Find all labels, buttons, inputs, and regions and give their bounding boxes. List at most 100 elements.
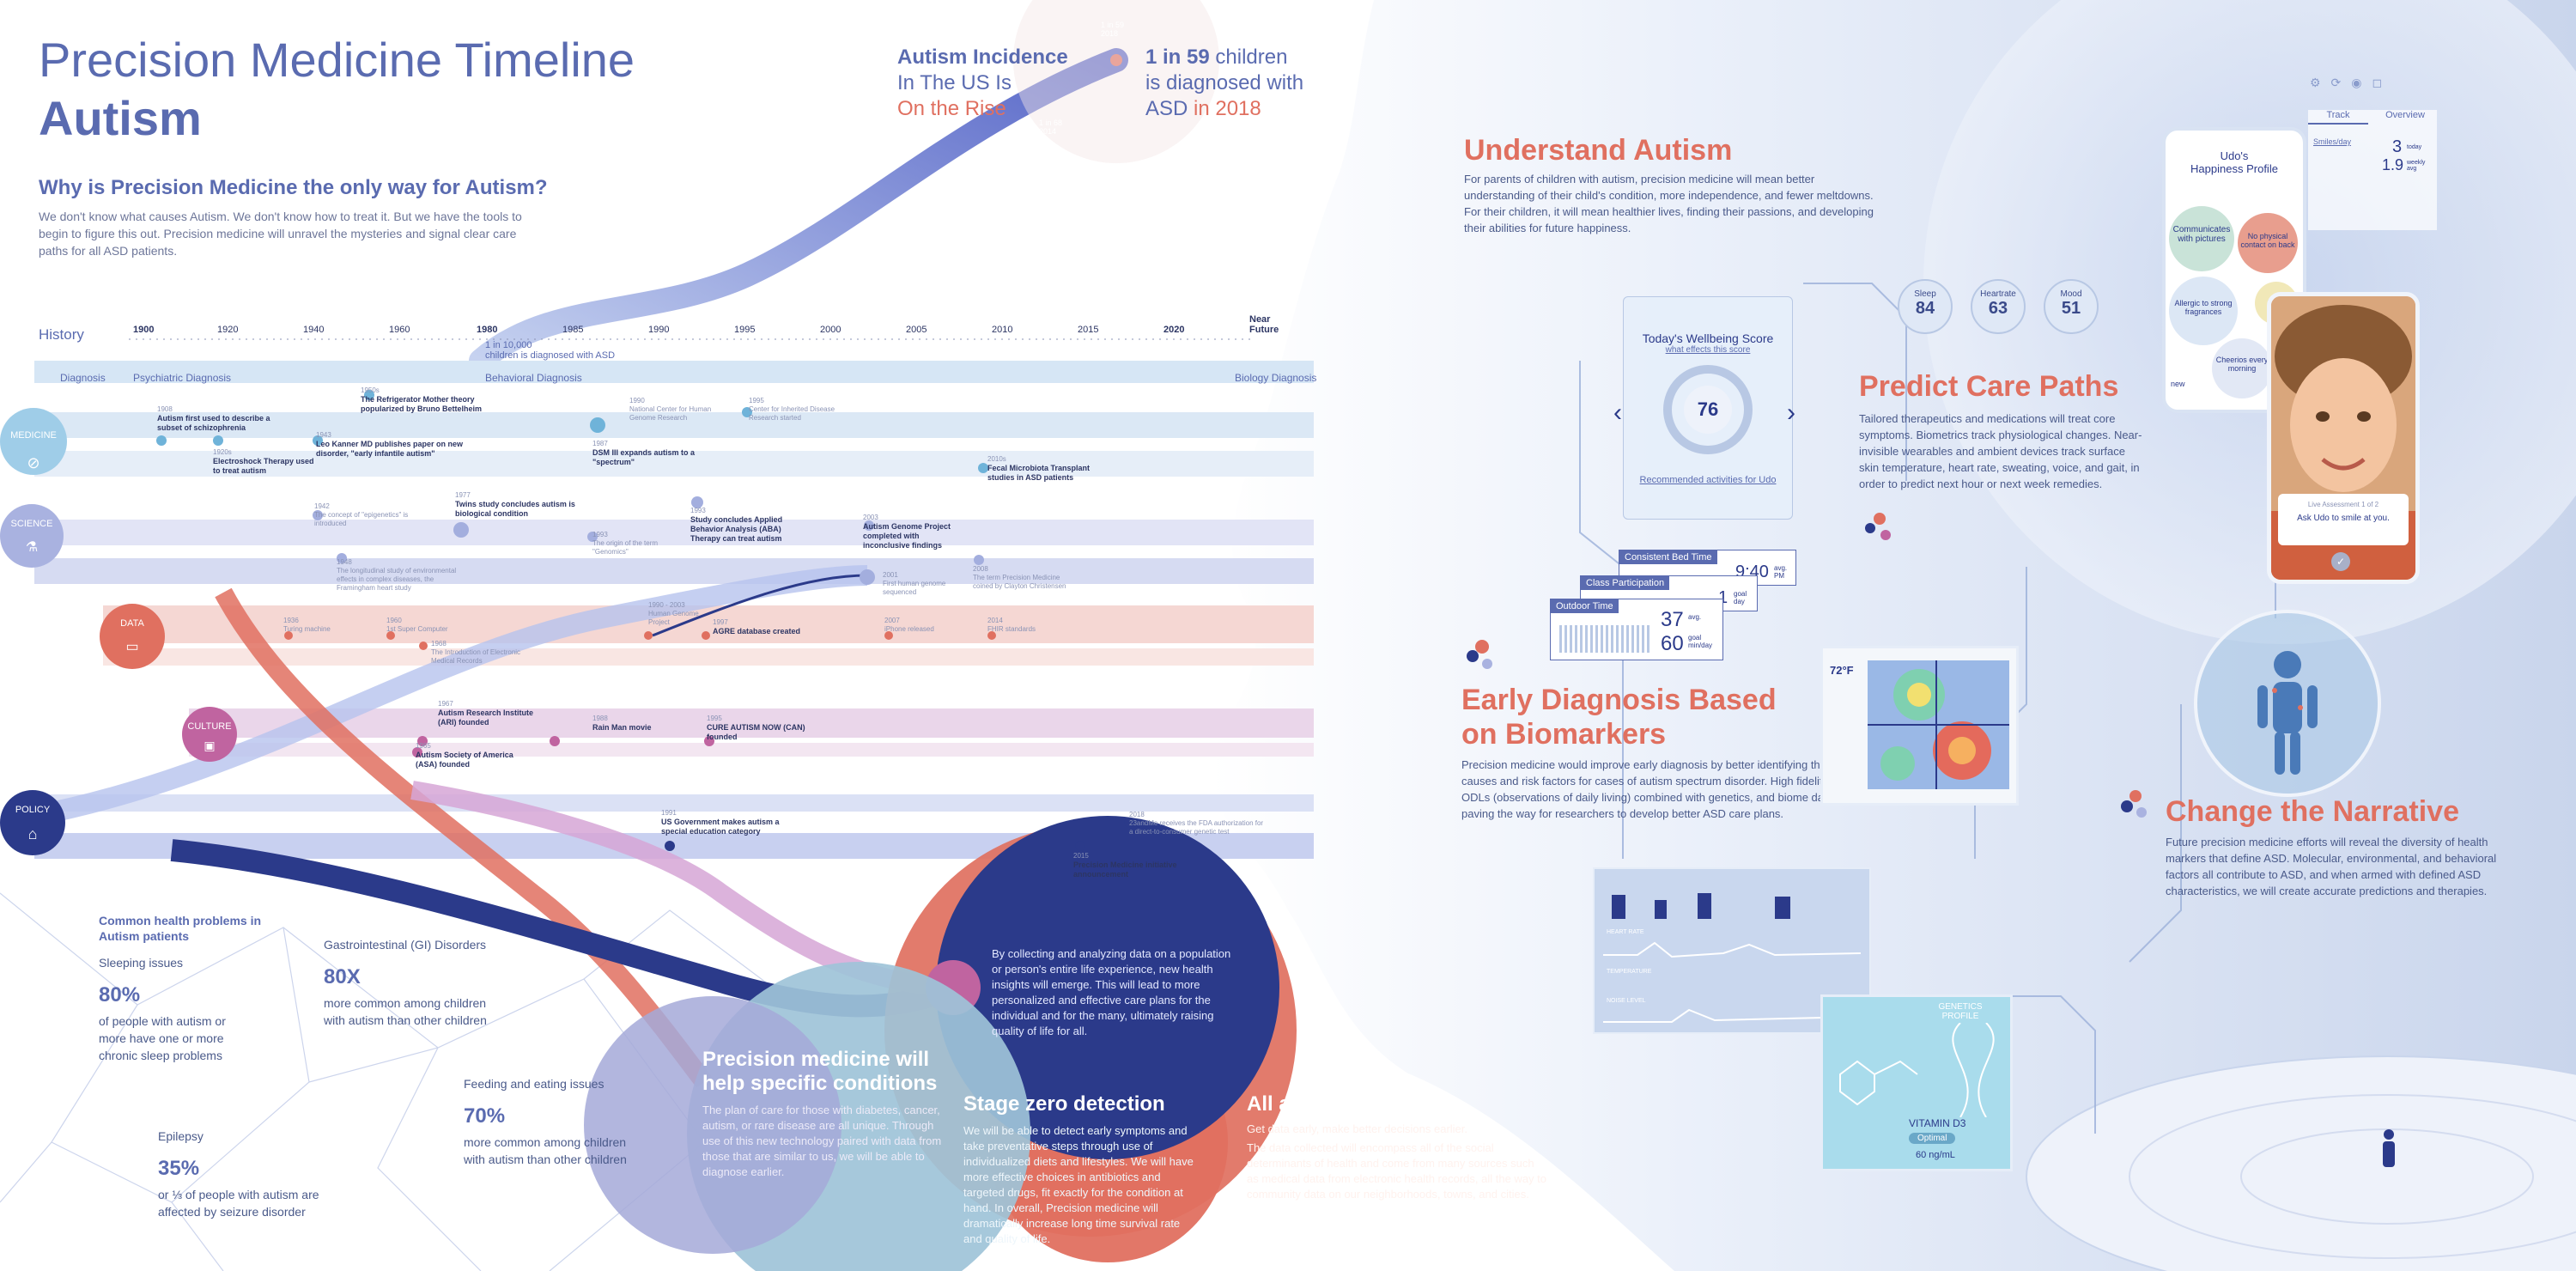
chevron-left-icon[interactable]: ‹	[1613, 398, 1622, 427]
year-label: 1995	[734, 325, 756, 335]
event-year: 1908	[157, 405, 173, 413]
event-data: 1968 The Introduction of Electronic Medic…	[431, 640, 534, 666]
stat-label: Sleeping issues	[99, 956, 184, 970]
circle-help: Precision medicine will help specific co…	[702, 1048, 951, 1180]
genetics-title-b: PROFILE	[1941, 1012, 1979, 1021]
event-text: CURE AUTISM NOW (CAN) founded	[707, 723, 805, 741]
dots-icon	[2121, 790, 2155, 824]
stat-label: Gastrointestinal (GI) Disorders	[324, 938, 487, 952]
event-text: AGRE database created	[713, 627, 801, 636]
incidence-label: 1 in 10,000	[485, 340, 532, 350]
badge-label: Heartrate	[1980, 289, 2016, 299]
incidence-title-c: On the Rise	[897, 97, 1006, 120]
capitol-icon: ⌂	[27, 825, 38, 842]
happiness-bubble[interactable]: No physical contact on back	[2238, 213, 2298, 273]
event-text: Autism Society of America (ASA) founded	[416, 751, 513, 769]
stat-value: 80%	[99, 983, 141, 1006]
category-label: POLICY	[15, 805, 51, 815]
year-label: 1980	[477, 325, 498, 335]
section-early: Early Diagnosis Based on Biomarkers Prec…	[1461, 683, 1839, 822]
incidence-point-1980: 1 in 10,000 children is diagnosed with AS…	[485, 340, 615, 361]
sleep-chart	[1612, 893, 1790, 919]
dots-icon	[1865, 513, 1899, 547]
dots-icon	[1467, 640, 1501, 674]
event-text: US Government makes autism a special edu…	[661, 818, 780, 836]
happiness-bubble[interactable]: new	[2171, 380, 2185, 388]
event-medicine: 1920s Electroshock Therapy used to treat …	[213, 448, 316, 476]
incidence-title-b: In The US Is	[897, 71, 1012, 94]
card-value: 37	[1661, 608, 1684, 631]
section-title: Early Diagnosis Based	[1461, 684, 1777, 716]
vitamin-status: Optimal	[1909, 1133, 1956, 1144]
card-unit: goal day	[1734, 590, 1747, 605]
event-text: 23andMe receives the FDA authorization f…	[1129, 819, 1264, 836]
event-year: 2018	[1129, 811, 1145, 818]
event-year: 1988	[592, 715, 608, 722]
year-label: 2000	[820, 325, 841, 335]
happiness-bubble[interactable]: Allergic to strong fragrances	[2169, 277, 2238, 345]
year-label: 2010	[992, 325, 1013, 335]
category-label: MEDICINE	[10, 430, 57, 441]
event-medicine: 1943 Leo Kanner MD publishes paper on new…	[316, 431, 466, 459]
genetics-panel: GENETICS PROFILE VITAMIN D3 Optimal 60 ng…	[1820, 994, 2013, 1171]
toolbar-icons[interactable]: ⚙⟳◉◻	[2310, 76, 2393, 89]
happiness-bubble[interactable]: Communicates with pictures	[2169, 206, 2234, 271]
stat-text: more common among children with autism t…	[324, 996, 487, 1027]
incidence-stat-c: ASD	[1145, 97, 1194, 120]
event-data: 1936 Turing machine	[283, 617, 361, 634]
event-text: The origin of the term "Genomics"	[592, 539, 659, 556]
event-text: Leo Kanner MD publishes paper on new dis…	[316, 440, 464, 458]
event-text: The longitudinal study of environmental …	[337, 567, 457, 592]
vitamin-value: 60 ng/mL	[1916, 1150, 1955, 1160]
event-year: 1990	[629, 397, 645, 404]
tab-track[interactable]: Track	[2308, 110, 2368, 125]
event-year: 1943	[316, 431, 331, 439]
smiles-weekly: 1.9	[2382, 156, 2404, 173]
event-year: 1936	[283, 617, 299, 624]
section-narrative: Change the Narrative Future precision me…	[2166, 794, 2526, 899]
event-year: 1995	[707, 715, 722, 722]
incidence-label: 1 in 59	[1101, 21, 1125, 29]
smiles-unit: today	[2407, 144, 2422, 150]
event-year: 2003	[863, 514, 878, 521]
event-text: Twins study concludes autism is biologic…	[455, 500, 575, 518]
event-year: 2014	[987, 617, 1003, 624]
event-text: DSM III expands autism to a "spectrum"	[592, 448, 696, 466]
section-text: Future precision medicine efforts will r…	[2166, 836, 2497, 897]
tab-overview[interactable]: Overview	[2385, 110, 2425, 120]
event-text: Electroshock Therapy used to treat autis…	[213, 457, 314, 475]
section-question: Why is Precision Medicine the only way f…	[39, 176, 548, 199]
event-text: Turing machine	[283, 625, 331, 633]
smiles-label[interactable]: Smiles/day	[2313, 137, 2352, 146]
circle-data: All about your data Get data early, make…	[1247, 1092, 1547, 1202]
smiles-unit: weekly avg	[2407, 160, 2426, 172]
wellbeing-link[interactable]: what effects this score	[1665, 345, 1751, 355]
event-text: iPhone released	[884, 625, 934, 633]
event-text: First human genome sequenced	[883, 580, 946, 596]
happiness-bubble[interactable]: Cheerios every morning	[2212, 338, 2272, 398]
heart-rate-chart	[1603, 941, 1861, 958]
event-data: 1990 - 2003 Human Genome Project	[648, 601, 708, 627]
stat-text: more common among children with autism t…	[464, 1135, 627, 1166]
stat-label: Feeding and eating issues	[464, 1077, 605, 1091]
event-text: Rain Man movie	[592, 723, 652, 732]
check-icon[interactable]: ✓	[2331, 552, 2350, 571]
incidence-point-2018: 1 in 59 2018	[1101, 21, 1124, 38]
event-year: 1997	[713, 618, 728, 626]
badge-label: Sleep	[1914, 289, 1936, 299]
happiness-title: Udo's	[2220, 149, 2249, 162]
child-photo-phone: Live Assessment 1 of 2 Ask Udo to smile …	[2267, 292, 2420, 584]
panel-row-label: NOISE LEVEL	[1607, 998, 1646, 1004]
card-outdoor: Outdoor Time 37 avg. 60 goal min/day	[1550, 599, 1723, 660]
event-science: 1948 The longitudinal study of environmen…	[337, 558, 465, 593]
phase-label: Diagnosis	[60, 372, 106, 384]
event-year: 1968	[431, 640, 447, 648]
chevron-right-icon[interactable]: ›	[1787, 398, 1795, 427]
wellbeing-rec-link[interactable]: Recommended activities for Udo	[1639, 475, 1777, 485]
category-data: DATA ▭	[100, 604, 165, 669]
year-label: 2020	[1163, 325, 1185, 335]
event-year: 1987	[592, 440, 608, 447]
card-value: 1	[1718, 588, 1728, 607]
film-icon: ▣	[204, 739, 216, 752]
incidence-stat-a: children	[1209, 46, 1288, 69]
